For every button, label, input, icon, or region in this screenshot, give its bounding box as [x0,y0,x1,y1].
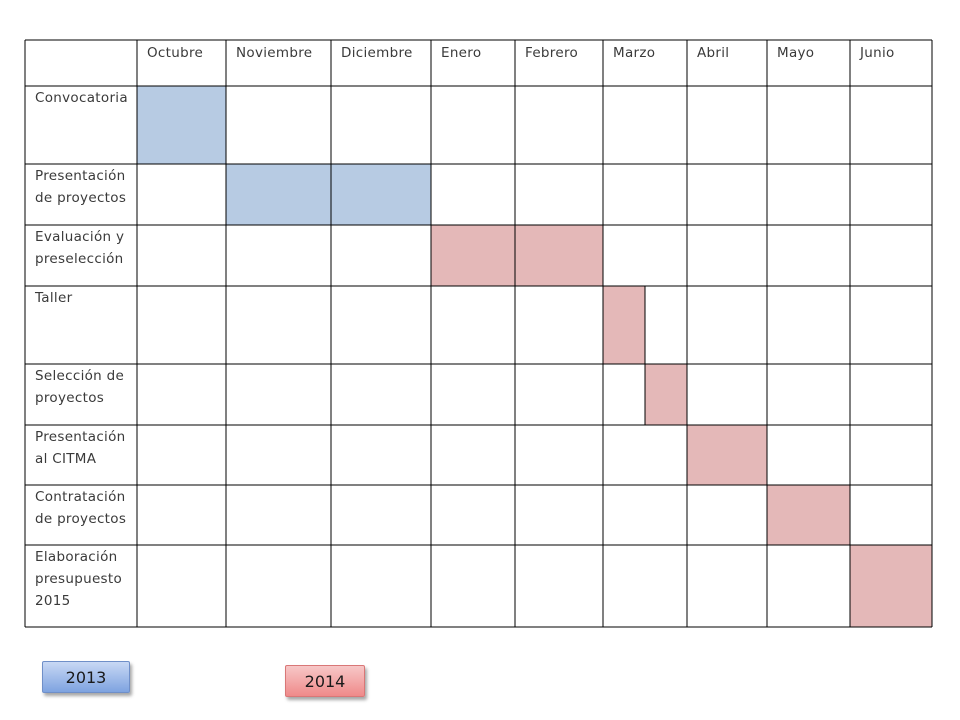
month-header-diciembre: Diciembre [341,45,413,61]
bars-layer [137,86,932,627]
month-header-noviembre: Noviembre [236,45,312,61]
task-bar-5 [687,425,767,485]
task-bar-7 [850,545,932,627]
task-label-line: Convocatoria [35,90,128,106]
month-header-marzo: Marzo [613,45,655,61]
task-label-line: Evaluación y [35,229,124,245]
month-header-junio: Junio [859,45,895,61]
task-label-line: de proyectos [35,190,126,206]
month-header-mayo: Mayo [777,45,814,61]
text-layer: Octubre Noviembre Diciembre Enero Febrero Mar… [34,45,895,609]
task-bar-0 [137,86,226,164]
task-label-line: preselección [35,251,124,267]
legend-2013-badge: 2013 [42,661,130,693]
month-header-octubre: Octubre [147,45,203,61]
task-label-line: Elaboración [35,549,118,565]
legend-2014-badge: 2014 [285,665,365,697]
month-header-enero: Enero [441,45,481,61]
task-bar-4 [645,364,687,425]
task-label-line: presupuesto [35,571,122,587]
task-label-line: Taller [34,290,73,306]
month-header-febrero: Febrero [525,45,578,61]
task-label-line: 2015 [35,593,71,609]
task-label-line: Contratación [35,489,126,505]
task-bar-2 [431,225,603,286]
task-label-line: al CITMA [35,451,97,467]
task-label-line: Selección de [35,368,124,384]
grid-layer [24,39,933,628]
task-label-line: proyectos [35,390,104,406]
task-bar-1 [226,164,431,225]
task-bar-3 [603,286,645,364]
task-label-line: Presentación [35,429,126,445]
month-header-abril: Abril [697,45,729,61]
task-label-line: Presentación [35,168,126,184]
task-label-line: de proyectos [35,511,126,527]
task-bar-6 [767,485,850,545]
